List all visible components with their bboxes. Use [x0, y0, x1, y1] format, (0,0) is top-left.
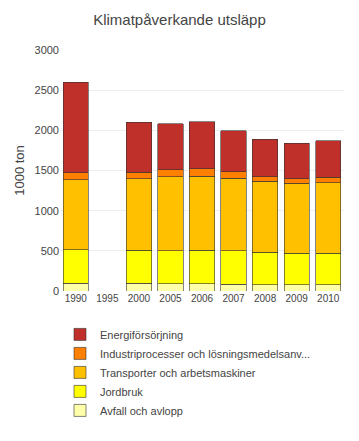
svg-text:1000: 1000 [35, 205, 59, 217]
svg-text:Klimatpåverkande utsläpp: Klimatpåverkande utsläpp [93, 11, 266, 28]
svg-text:Jordbruk: Jordbruk [100, 386, 143, 398]
svg-text:2009: 2009 [286, 293, 309, 304]
svg-text:500: 500 [41, 245, 59, 257]
svg-text:1990: 1990 [65, 293, 88, 304]
svg-text:1500: 1500 [35, 164, 59, 176]
svg-text:2500: 2500 [35, 84, 59, 96]
svg-text:Industriprocesser och lösnings: Industriprocesser och lösningsmedelsanv.… [100, 348, 310, 360]
svg-text:0: 0 [53, 285, 59, 297]
svg-text:Energiförsörjning: Energiförsörjning [100, 329, 183, 341]
svg-text:2007: 2007 [222, 293, 245, 304]
svg-text:2000: 2000 [128, 293, 151, 304]
svg-text:2008: 2008 [254, 293, 277, 304]
svg-text:2010: 2010 [317, 293, 340, 304]
svg-text:Avfall och avlopp: Avfall och avlopp [100, 405, 183, 417]
svg-text:3000: 3000 [35, 44, 59, 56]
svg-text:2006: 2006 [191, 293, 214, 304]
svg-text:2005: 2005 [159, 293, 182, 304]
svg-text:1995: 1995 [96, 293, 119, 304]
svg-text:Transporter och arbetsmaskiner: Transporter och arbetsmaskiner [100, 367, 256, 379]
svg-text:2000: 2000 [35, 124, 59, 136]
svg-text:1000 ton: 1000 ton [12, 145, 27, 196]
